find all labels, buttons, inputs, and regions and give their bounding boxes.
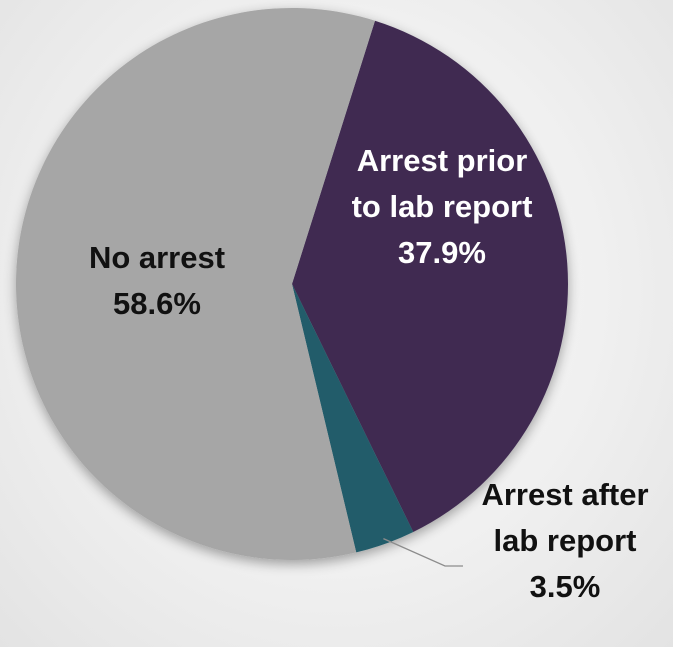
pie-slice-arrest-after-lab-report [292, 284, 414, 553]
pie-slice-no-arrest [16, 7, 375, 560]
pie-slices [16, 7, 569, 560]
slice-label-arrest-after-lab-report: Arrest after lab report 3.5% [481, 477, 648, 604]
slice-name-label: Arrest after [481, 477, 648, 512]
slice-percent-label: 58.6% [113, 286, 201, 321]
slice-name-label: to lab report [352, 189, 533, 224]
slice-labels: Arrest prior to lab report 37.9% Arrest aft… [89, 143, 649, 604]
leader-line [383, 538, 463, 567]
slice-label-no-arrest: No arrest 58.6% [89, 240, 225, 321]
slice-name-label: No arrest [89, 240, 225, 275]
slice-name-label: Arrest prior [357, 143, 528, 178]
pie-slice-arrest-prior-to-lab-report [292, 20, 569, 532]
slice-name-label: lab report [494, 523, 637, 558]
slice-label-arrest-prior-to-lab-report: Arrest prior to lab report 37.9% [352, 143, 533, 270]
slice-percent-label: 37.9% [398, 235, 486, 270]
leader-lines [383, 538, 463, 567]
slice-percent-label: 3.5% [530, 569, 601, 604]
